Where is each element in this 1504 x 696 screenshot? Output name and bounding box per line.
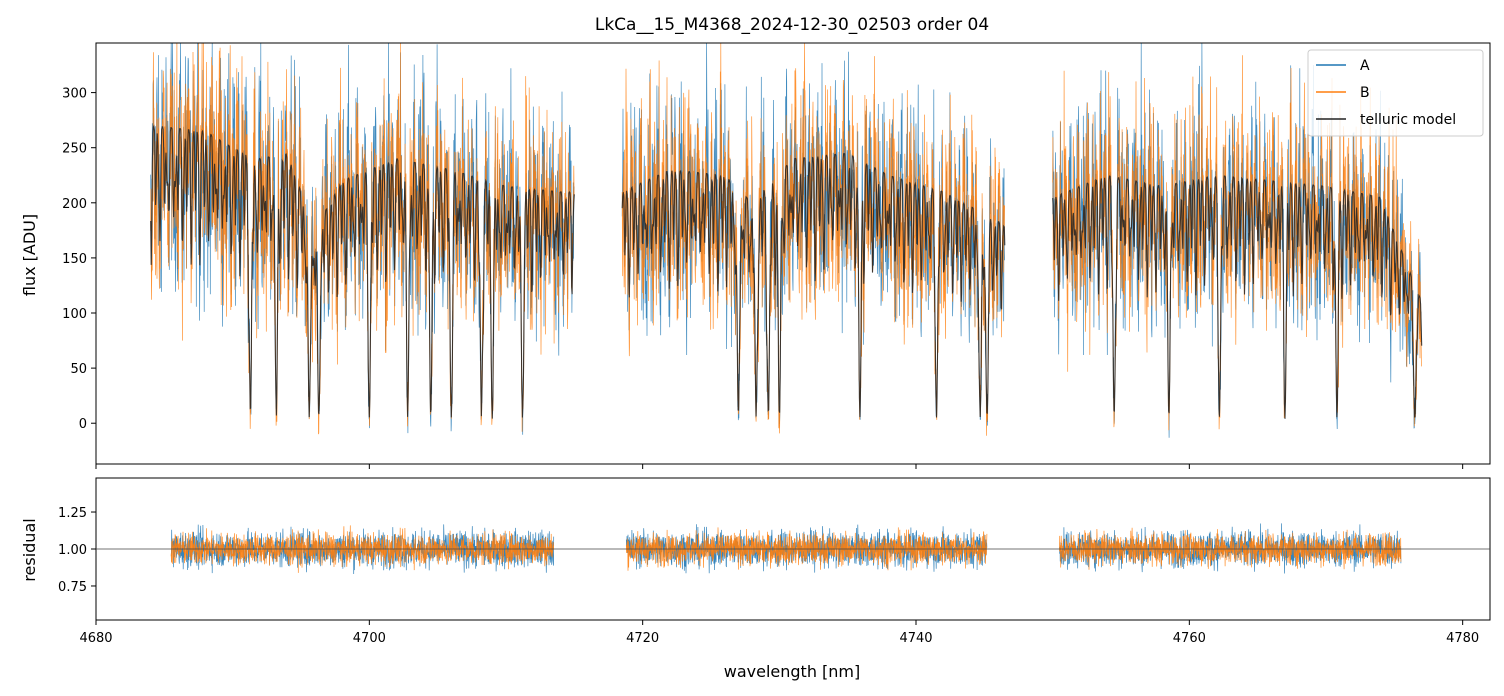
legend: A B telluric model: [1307, 49, 1484, 137]
flux-panel: 0 50 100 150 200 250 300 flux [ADU] A B tellur…: [20, 42, 1491, 469]
chart-title: LkCa__15_M4368_2024-12-30_02503 order 04: [595, 15, 989, 35]
residual-y-axis-label: residual: [20, 518, 39, 581]
flux-series-telluric-model-segment-2: [1052, 175, 1423, 419]
residual-series-b-segment-2: [1059, 527, 1402, 570]
legend-label-telluric: telluric model: [1360, 112, 1456, 128]
flux-y-tick-label: 250: [62, 142, 87, 157]
flux-y-tick-label: 300: [62, 87, 87, 102]
x-tick-label: 4760: [1173, 631, 1206, 646]
residual-y-tick-label: 1.00: [58, 543, 87, 558]
flux-y-tick-label: 200: [62, 197, 87, 212]
x-tick-label: 4700: [353, 631, 386, 646]
flux-y-tick-label: 100: [62, 307, 87, 322]
flux-series-telluric-model-segment-0: [150, 124, 575, 419]
x-tick-label: 4740: [899, 631, 932, 646]
x-tick-label: 4780: [1446, 631, 1479, 646]
legend-label-a: A: [1360, 58, 1370, 74]
flux-y-tick-label: 150: [62, 252, 87, 267]
x-axis-label: wavelength [nm]: [724, 662, 861, 681]
legend-box: [1307, 49, 1484, 137]
legend-label-b: B: [1360, 85, 1370, 101]
flux-series-telluric-model-segment-1: [621, 152, 1006, 418]
x-tick-label: 4680: [79, 631, 112, 646]
flux-y-tick-label: 0: [79, 417, 87, 432]
x-tick-label: 4720: [626, 631, 659, 646]
flux-y-tick-label: 50: [70, 362, 87, 377]
residual-y-tick-label: 1.25: [58, 506, 87, 521]
residual-panel: 0.75 1.00 1.25 4680 4700 4720 4740 4760 4780 re…: [20, 477, 1491, 681]
flux-plot-frame: [95, 42, 1491, 465]
flux-y-axis-label: flux [ADU]: [20, 214, 39, 296]
residual-y-tick-label: 0.75: [58, 580, 87, 595]
